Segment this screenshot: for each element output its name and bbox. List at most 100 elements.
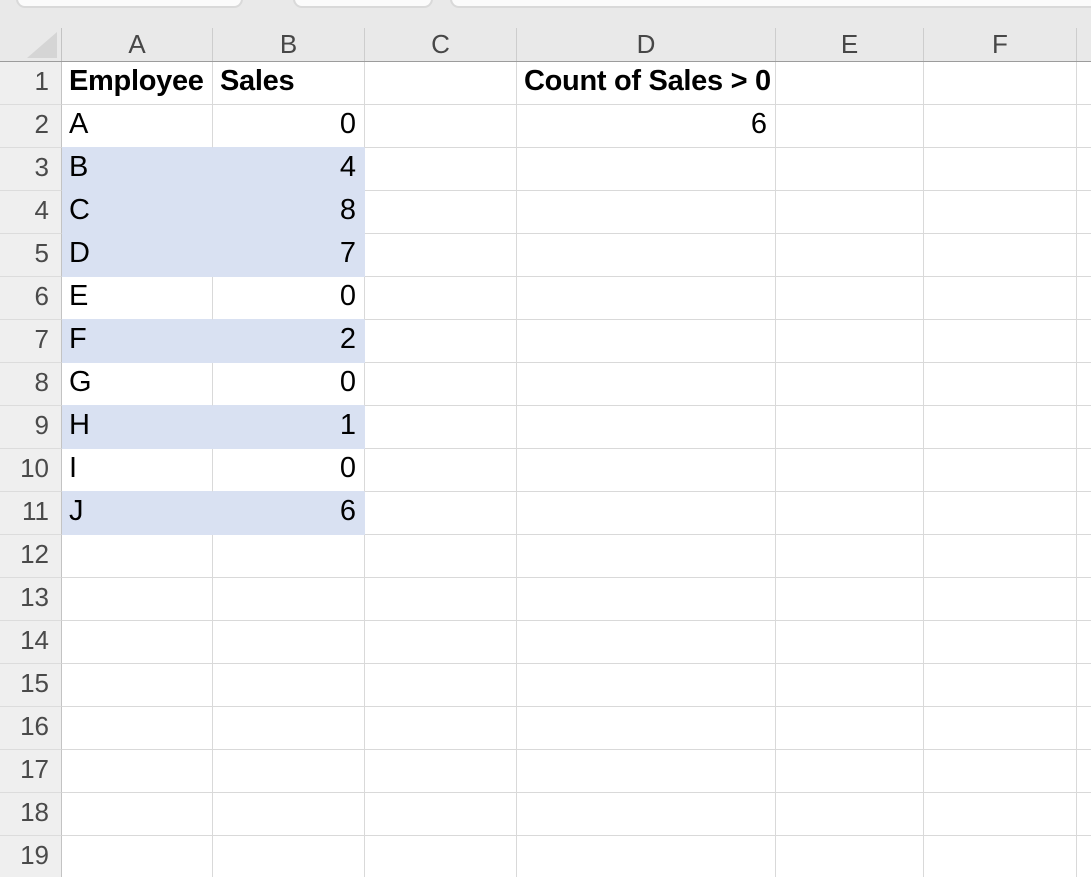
cell[interactable] bbox=[1077, 406, 1091, 449]
cell-C2[interactable] bbox=[365, 105, 517, 148]
select-all-button[interactable] bbox=[0, 28, 62, 61]
cell-E12[interactable] bbox=[776, 535, 924, 578]
cell-A18[interactable] bbox=[62, 793, 213, 836]
row-header-12[interactable]: 12 bbox=[0, 535, 62, 578]
cell-B11[interactable]: 6 bbox=[213, 492, 365, 535]
row-header-4[interactable]: 4 bbox=[0, 191, 62, 234]
row-header-18[interactable]: 18 bbox=[0, 793, 62, 836]
cell-E3[interactable] bbox=[776, 148, 924, 191]
cell-D16[interactable] bbox=[517, 707, 776, 750]
column-header-D[interactable]: D bbox=[517, 28, 776, 61]
cell-B1[interactable]: Sales bbox=[213, 62, 365, 105]
insert-function-button[interactable] bbox=[293, 0, 433, 8]
cell-A17[interactable] bbox=[62, 750, 213, 793]
cell-E18[interactable] bbox=[776, 793, 924, 836]
cell-C13[interactable] bbox=[365, 578, 517, 621]
cell-E7[interactable] bbox=[776, 320, 924, 363]
column-header-A[interactable]: A bbox=[62, 28, 213, 61]
cell-F17[interactable] bbox=[924, 750, 1077, 793]
cell-D2[interactable]: 6 bbox=[517, 105, 776, 148]
cell-B14[interactable] bbox=[213, 621, 365, 664]
cell-C8[interactable] bbox=[365, 363, 517, 406]
cell-E2[interactable] bbox=[776, 105, 924, 148]
cell-B5[interactable]: 7 bbox=[213, 234, 365, 277]
cell-E9[interactable] bbox=[776, 406, 924, 449]
column-header-E[interactable]: E bbox=[776, 28, 924, 61]
cell-F1[interactable] bbox=[924, 62, 1077, 105]
cell-F11[interactable] bbox=[924, 492, 1077, 535]
cell-E5[interactable] bbox=[776, 234, 924, 277]
cell-A14[interactable] bbox=[62, 621, 213, 664]
cell-A12[interactable] bbox=[62, 535, 213, 578]
row-header-13[interactable]: 13 bbox=[0, 578, 62, 621]
cell-F4[interactable] bbox=[924, 191, 1077, 234]
cell-A16[interactable] bbox=[62, 707, 213, 750]
cell-A1[interactable]: Employee bbox=[62, 62, 213, 105]
row-header-16[interactable]: 16 bbox=[0, 707, 62, 750]
cell-A4[interactable]: C bbox=[62, 191, 213, 234]
cell-D11[interactable] bbox=[517, 492, 776, 535]
cell-B2[interactable]: 0 bbox=[213, 105, 365, 148]
cell-F16[interactable] bbox=[924, 707, 1077, 750]
cell-E4[interactable] bbox=[776, 191, 924, 234]
cell-B18[interactable] bbox=[213, 793, 365, 836]
cell-E14[interactable] bbox=[776, 621, 924, 664]
cell-B3[interactable]: 4 bbox=[213, 148, 365, 191]
cell[interactable] bbox=[1077, 191, 1091, 234]
cell-D8[interactable] bbox=[517, 363, 776, 406]
cell-F13[interactable] bbox=[924, 578, 1077, 621]
cell-D17[interactable] bbox=[517, 750, 776, 793]
cell-D12[interactable] bbox=[517, 535, 776, 578]
cell-D5[interactable] bbox=[517, 234, 776, 277]
cell-B10[interactable]: 0 bbox=[213, 449, 365, 492]
cell-E10[interactable] bbox=[776, 449, 924, 492]
cell-B15[interactable] bbox=[213, 664, 365, 707]
cell-E17[interactable] bbox=[776, 750, 924, 793]
cell-C14[interactable] bbox=[365, 621, 517, 664]
cell-C7[interactable] bbox=[365, 320, 517, 363]
column-header-partial[interactable] bbox=[1077, 28, 1091, 61]
cell-D1[interactable]: Count of Sales > 0 bbox=[517, 62, 776, 105]
cell-C15[interactable] bbox=[365, 664, 517, 707]
cell-F8[interactable] bbox=[924, 363, 1077, 406]
row-header-15[interactable]: 15 bbox=[0, 664, 62, 707]
cell-B9[interactable]: 1 bbox=[213, 406, 365, 449]
cell[interactable] bbox=[1077, 363, 1091, 406]
cell-A15[interactable] bbox=[62, 664, 213, 707]
cell-E8[interactable] bbox=[776, 363, 924, 406]
row-header-17[interactable]: 17 bbox=[0, 750, 62, 793]
row-header-8[interactable]: 8 bbox=[0, 363, 62, 406]
row-header-3[interactable]: 3 bbox=[0, 148, 62, 191]
cell-D9[interactable] bbox=[517, 406, 776, 449]
cell[interactable] bbox=[1077, 277, 1091, 320]
cell[interactable] bbox=[1077, 105, 1091, 148]
cell-F6[interactable] bbox=[924, 277, 1077, 320]
cell-D15[interactable] bbox=[517, 664, 776, 707]
cell-D4[interactable] bbox=[517, 191, 776, 234]
cell[interactable] bbox=[1077, 750, 1091, 793]
cell-B19[interactable] bbox=[213, 836, 365, 877]
cell-F18[interactable] bbox=[924, 793, 1077, 836]
cell-C3[interactable] bbox=[365, 148, 517, 191]
cell-B12[interactable] bbox=[213, 535, 365, 578]
cell-A5[interactable]: D bbox=[62, 234, 213, 277]
cell-C11[interactable] bbox=[365, 492, 517, 535]
cell-D3[interactable] bbox=[517, 148, 776, 191]
cell-A8[interactable]: G bbox=[62, 363, 213, 406]
row-header-7[interactable]: 7 bbox=[0, 320, 62, 363]
cell[interactable] bbox=[1077, 707, 1091, 750]
cell-F9[interactable] bbox=[924, 406, 1077, 449]
cell-B16[interactable] bbox=[213, 707, 365, 750]
cell-F10[interactable] bbox=[924, 449, 1077, 492]
cell-A2[interactable]: A bbox=[62, 105, 213, 148]
cell-E15[interactable] bbox=[776, 664, 924, 707]
row-header-6[interactable]: 6 bbox=[0, 277, 62, 320]
cell-F5[interactable] bbox=[924, 234, 1077, 277]
cell-B8[interactable]: 0 bbox=[213, 363, 365, 406]
cell-A3[interactable]: B bbox=[62, 148, 213, 191]
cell-B7[interactable]: 2 bbox=[213, 320, 365, 363]
cell[interactable] bbox=[1077, 836, 1091, 877]
cell-E1[interactable] bbox=[776, 62, 924, 105]
cell-E19[interactable] bbox=[776, 836, 924, 877]
row-header-2[interactable]: 2 bbox=[0, 105, 62, 148]
